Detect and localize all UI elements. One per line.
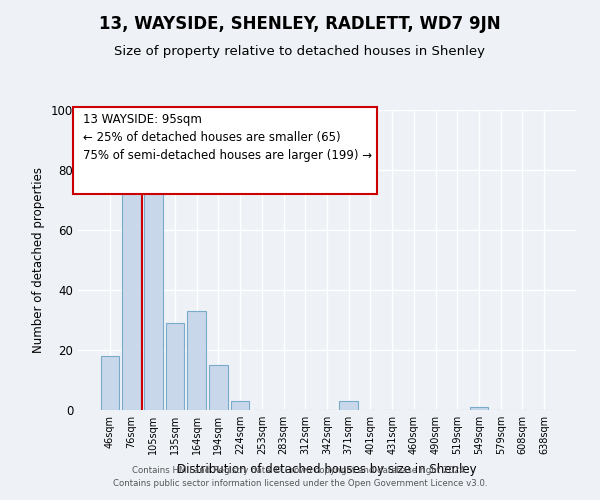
- Bar: [187, 311, 206, 410]
- Bar: [231, 401, 250, 410]
- FancyBboxPatch shape: [73, 107, 377, 194]
- Bar: [470, 407, 488, 410]
- Bar: [144, 158, 163, 410]
- Bar: [101, 356, 119, 410]
- Text: Size of property relative to detached houses in Shenley: Size of property relative to detached ho…: [115, 45, 485, 58]
- Text: 13 WAYSIDE: 95sqm
← 25% of detached houses are smaller (65)
75% of semi-detached: 13 WAYSIDE: 95sqm ← 25% of detached hous…: [83, 113, 372, 162]
- Y-axis label: Number of detached properties: Number of detached properties: [32, 167, 46, 353]
- Bar: [166, 323, 184, 410]
- Text: 13, WAYSIDE, SHENLEY, RADLETT, WD7 9JN: 13, WAYSIDE, SHENLEY, RADLETT, WD7 9JN: [99, 15, 501, 33]
- Text: Contains HM Land Registry data © Crown copyright and database right 2024.
Contai: Contains HM Land Registry data © Crown c…: [113, 466, 487, 487]
- Bar: [122, 185, 141, 410]
- Bar: [340, 401, 358, 410]
- Bar: [209, 365, 227, 410]
- X-axis label: Distribution of detached houses by size in Shenley: Distribution of detached houses by size …: [177, 462, 477, 475]
